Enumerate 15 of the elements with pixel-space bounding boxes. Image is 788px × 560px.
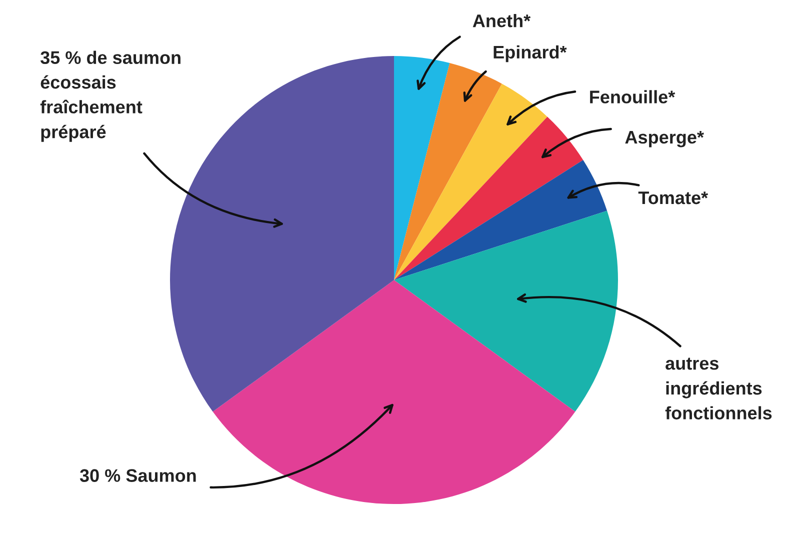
pie-slice xyxy=(212,280,576,504)
pie-slice xyxy=(394,160,608,280)
pie-slice xyxy=(394,84,548,280)
slice-label: 30 % Saumon xyxy=(80,469,196,482)
slice-label: Epinard* xyxy=(494,45,567,62)
pie-slice xyxy=(394,210,618,412)
slice-label: Tomate* xyxy=(638,192,708,204)
slice-label: Fenouille* xyxy=(590,90,676,104)
slice-label: autres ingrédients fonctionnels xyxy=(665,358,772,420)
slice-label: 35 % de saumon écossais fraîchement préparé xyxy=(40,50,180,142)
slice-label: Aneth* xyxy=(472,14,531,28)
slice-label: Asperge* xyxy=(625,131,704,148)
pie-slice xyxy=(394,56,450,280)
pie-slice xyxy=(394,116,584,280)
pie-slice xyxy=(394,63,502,280)
